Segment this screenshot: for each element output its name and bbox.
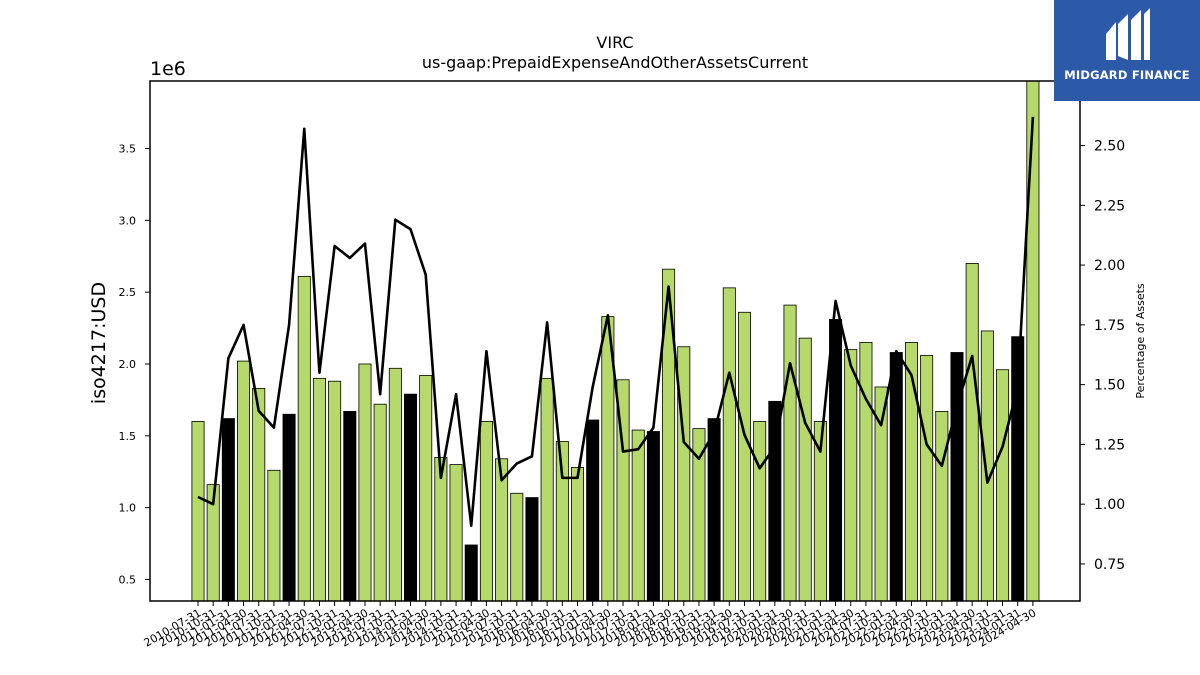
bar-2014-04-30 [419, 375, 433, 602]
bar-2016-04-30 [540, 377, 554, 602]
midgard-m-logo-icon [1106, 8, 1150, 60]
bar-2016-01-31 [525, 497, 539, 602]
bar-2023-07-31 [980, 330, 994, 602]
y-tick-label-right: 2.25 [1094, 198, 1125, 214]
bar-2018-07-31 [677, 346, 691, 602]
y-tick-label-right: 2.50 [1094, 139, 1125, 155]
plot-frame [149, 80, 1081, 602]
bar-2010-07-31 [191, 421, 205, 602]
y-axis-label: iso4217:USD [88, 282, 110, 404]
bar-2011-04-30 [237, 360, 251, 602]
bar-2013-10-31 [388, 367, 402, 602]
midgard-finance-logo: MIDGARD FINANCE [1054, 0, 1200, 101]
chart-title: VIRC [596, 33, 633, 52]
percentage-line [197, 116, 1035, 527]
bar-2019-10-31 [753, 421, 767, 602]
y-tick-label-right: 1.75 [1094, 318, 1125, 334]
bar-2022-01-31 [889, 352, 903, 602]
y-tick-label-left: 2.5 [119, 286, 137, 299]
bar-2014-10-31 [449, 464, 463, 602]
y-tick-label-right: 1.00 [1094, 497, 1125, 513]
bar-2017-10-31 [631, 429, 645, 602]
bar-2011-10-31 [267, 469, 281, 602]
bar-2020-07-31 [798, 337, 812, 602]
bar-2024-04-30 [1026, 80, 1040, 602]
y-axis-left-ticks: 0.5 1.0 1.5 2.0 2.5 3.0 3.5 [119, 143, 150, 586]
bar-2011-01-31 [221, 418, 235, 602]
y-tick-label-right: 0.75 [1094, 557, 1125, 573]
bar-2013-04-30 [358, 363, 372, 602]
bar-2018-01-31 [646, 431, 660, 602]
y-tick-label-left: 2.0 [119, 358, 137, 371]
bar-2011-07-31 [252, 387, 266, 602]
bar-2012-07-31 [312, 377, 326, 602]
y-tick-label-right: 1.50 [1094, 378, 1125, 394]
bar-2015-01-31 [464, 544, 478, 602]
bar-2021-07-31 [859, 342, 873, 602]
bar-2012-04-30 [297, 275, 311, 602]
bar-2014-01-31 [404, 393, 418, 602]
y-tick-label-left: 3.0 [119, 214, 137, 227]
bar-2023-10-31 [996, 369, 1010, 602]
bar-2013-01-31 [343, 410, 357, 602]
bar-2019-07-31 [737, 311, 751, 602]
bar-2015-10-31 [510, 492, 524, 602]
y-axis-right-ticks: 0.75 1.00 1.25 1.50 1.75 2.00 2.25 2.50 [1080, 139, 1125, 573]
x-axis-ticks: 2010-07-312010-10-312011-01-312011-04-30… [142, 601, 1038, 650]
y-tick-label-right: 2.00 [1094, 258, 1125, 274]
bar-2023-04-30 [965, 263, 979, 602]
bar-2016-10-31 [571, 467, 585, 602]
bar-2017-01-31 [586, 419, 600, 602]
bar-2020-04-30 [783, 304, 797, 602]
bar-2019-04-30 [722, 287, 736, 602]
bar-2021-01-31 [829, 319, 843, 602]
y-tick-label-left: 1.5 [119, 430, 137, 443]
bar-2012-01-31 [282, 413, 296, 602]
bar-2022-04-30 [904, 342, 918, 602]
logo-brand-text: MIDGARD FINANCE [1064, 68, 1190, 82]
bar-2013-07-31 [373, 403, 387, 602]
y-tick-label-right: 1.25 [1094, 437, 1125, 453]
bar-2020-01-31 [768, 400, 782, 602]
bar-2022-07-31 [920, 354, 934, 602]
bar-2022-10-31 [935, 410, 949, 602]
y-tick-label-left: 1.0 [119, 502, 137, 515]
bar-series [191, 80, 1040, 602]
bar-2012-10-31 [328, 380, 342, 602]
bar-2019-01-31 [707, 418, 721, 602]
chart-subtitle: us-gaap:PrepaidExpenseAndOtherAssetsCurr… [422, 53, 808, 72]
bar-2015-04-30 [479, 421, 493, 602]
y-tick-label-left: 3.5 [119, 143, 137, 156]
y-offset-label: 1e6 [150, 58, 186, 80]
bar-2021-04-30 [844, 349, 858, 602]
y-axis-right-label: Percentage of Assets [1134, 283, 1147, 399]
y-tick-label-left: 0.5 [119, 573, 137, 586]
